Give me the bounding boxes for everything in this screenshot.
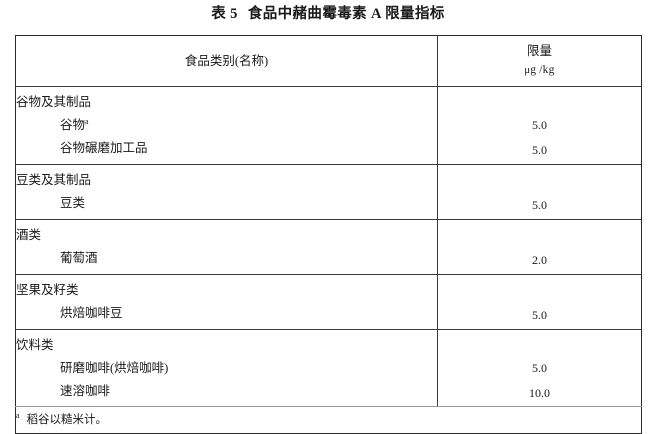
item-value: 5.0 — [437, 357, 642, 380]
item-label-roasted-coffee-beans: 烘焙咖啡豆 — [15, 302, 438, 330]
table-row: 速溶咖啡 10.0 — [15, 380, 642, 407]
contaminant-limit-table: 食品类别(名称) 限量 μg /kg 谷物及其制品 谷物a 5.0 谷物碾磨加工… — [15, 35, 642, 434]
group-value-empty — [437, 329, 642, 357]
item-label-ground-coffee: 研磨咖啡(烘焙咖啡) — [15, 357, 438, 380]
unit-rest: g /kg — [530, 64, 555, 76]
document-page: 表 5 食品中赭曲霉毒素 A 限量指标 食品类别(名称) 限量 μg /kg 谷物… — [0, 4, 656, 434]
group-value-empty — [437, 219, 642, 247]
item-label-cereal: 谷物a — [15, 114, 438, 137]
footnote-marker: a — [16, 411, 20, 421]
item-value: 5.0 — [437, 137, 642, 165]
group-name-cereals: 谷物及其制品 — [15, 86, 438, 114]
table-caption: 食品中赭曲霉毒素 A 限量指标 — [247, 6, 445, 22]
group-value-empty — [437, 274, 642, 302]
item-value: 5.0 — [437, 302, 642, 330]
item-value: 10.0 — [437, 380, 642, 407]
header-limit-label: 限量 — [526, 44, 552, 58]
group-name-legumes: 豆类及其制品 — [15, 164, 438, 192]
table-row: 葡萄酒 2.0 — [15, 247, 642, 275]
table-footnote: a 稻谷以糙米计。 — [15, 406, 642, 434]
footnote-row: a 稻谷以糙米计。 — [15, 406, 642, 434]
group-name-nuts: 坚果及籽类 — [15, 274, 438, 302]
group-value-empty — [437, 164, 642, 192]
table-row: 酒类 — [15, 219, 642, 247]
header-category: 食品类别(名称) — [15, 35, 438, 87]
group-name-alcoholic: 酒类 — [15, 219, 438, 247]
table-row: 研磨咖啡(烘焙咖啡) 5.0 — [15, 357, 642, 380]
item-text: 谷物 — [60, 118, 86, 132]
table-row: 谷物a 5.0 — [15, 114, 642, 137]
table-row: 坚果及籽类 — [15, 274, 642, 302]
table-header-row: 食品类别(名称) 限量 μg /kg — [15, 35, 642, 87]
table-row: 豆类及其制品 — [15, 164, 642, 192]
item-value: 5.0 — [437, 114, 642, 137]
table-row: 豆类 5.0 — [15, 192, 642, 220]
item-label-milled-cereal: 谷物碾磨加工品 — [15, 137, 438, 165]
table-row: 饮料类 — [15, 329, 642, 357]
header-limit: 限量 μg /kg — [437, 35, 642, 87]
item-value: 5.0 — [437, 192, 642, 220]
table-row: 烘焙咖啡豆 5.0 — [15, 302, 642, 330]
group-name-beverages: 饮料类 — [15, 329, 438, 357]
header-limit-unit: μg /kg — [438, 61, 641, 80]
micro-symbol: μ — [524, 65, 531, 76]
table-row: 谷物碾磨加工品 5.0 — [15, 137, 642, 165]
footnote-marker-ref: a — [85, 116, 89, 126]
group-value-empty — [437, 86, 642, 114]
table-row: 谷物及其制品 — [15, 86, 642, 114]
table-body: 食品类别(名称) 限量 μg /kg 谷物及其制品 谷物a 5.0 谷物碾磨加工… — [15, 35, 642, 434]
item-value: 2.0 — [437, 247, 642, 275]
item-label-wine: 葡萄酒 — [15, 247, 438, 275]
footnote-text: 稻谷以糙米计。 — [26, 414, 108, 426]
item-label-instant-coffee: 速溶咖啡 — [15, 380, 438, 407]
table-title: 表 5 食品中赭曲霉毒素 A 限量指标 — [0, 4, 656, 24]
item-label-beans: 豆类 — [15, 192, 438, 220]
table-number: 表 5 — [211, 6, 238, 22]
